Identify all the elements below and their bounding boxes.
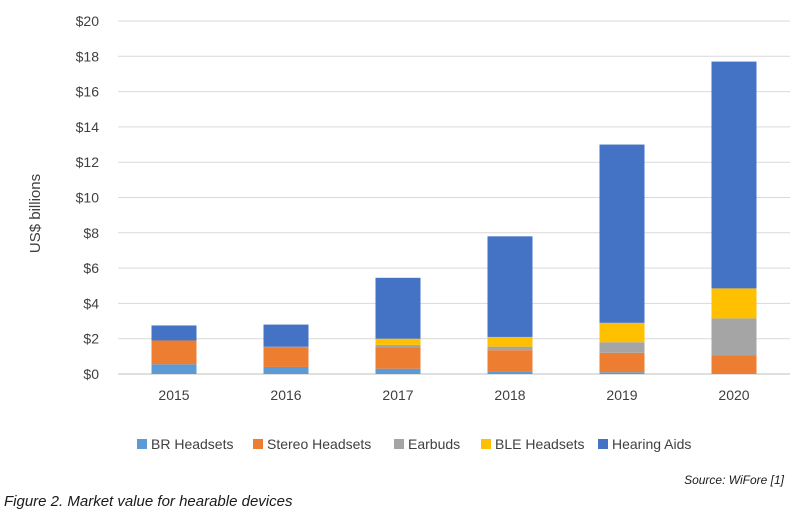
x-tick-label: 2020 <box>718 387 749 403</box>
bar-segment <box>375 347 421 369</box>
bar-segment <box>711 373 757 374</box>
legend-swatch <box>394 439 404 449</box>
bar-segment <box>263 347 309 367</box>
bar-segment <box>487 236 533 337</box>
gridlines <box>118 20 790 375</box>
bar-segment <box>151 364 197 374</box>
y-axis-title: US$ billions <box>27 174 44 253</box>
y-tick-label: $14 <box>76 119 100 135</box>
x-tick-label: 2016 <box>270 387 301 403</box>
y-tick-label: $12 <box>76 154 100 170</box>
bar-segment <box>711 355 757 374</box>
bar-segment <box>711 318 757 356</box>
legend-label: BR Headsets <box>151 436 233 452</box>
x-tick-label: 2015 <box>158 387 189 403</box>
x-axis-ticks: 2015 2016 2017 2018 2019 2020 <box>158 387 749 403</box>
bar-segment <box>487 346 533 351</box>
y-tick-label: $18 <box>76 48 100 64</box>
y-axis-ticks: $0 $2 $4 $6 $8 $10 $12 $14 $16 $18 $20 <box>76 13 100 382</box>
bar-segment <box>711 61 757 289</box>
legend-label: Earbuds <box>408 436 460 452</box>
legend-label: Stereo Headsets <box>267 436 371 452</box>
legend-label: Hearing Aids <box>612 436 691 452</box>
y-tick-label: $2 <box>83 331 99 347</box>
figure-caption: Figure 2. Market value for hearable devi… <box>4 493 293 510</box>
legend-swatch <box>481 439 491 449</box>
source-note: Source: WiFore [1] <box>684 473 784 487</box>
y-tick-label: $10 <box>76 190 100 206</box>
legend-swatch <box>137 439 147 449</box>
x-tick-label: 2019 <box>606 387 637 403</box>
bar-segment <box>375 344 421 348</box>
bar-segment <box>599 322 645 343</box>
y-tick-label: $16 <box>76 84 100 100</box>
bar-segment <box>375 368 421 374</box>
legend-label: BLE Headsets <box>495 436 585 452</box>
legend-swatch <box>598 439 608 449</box>
stacked-bar-chart: $0$2$4$6$8$10$12$14$16$18$20 2015 2016 201… <box>27 13 790 452</box>
bar-segment <box>151 340 197 365</box>
bars <box>151 61 757 374</box>
x-tick-label: 2017 <box>382 387 413 403</box>
bar-segment <box>599 342 645 353</box>
bar-segment <box>263 366 309 374</box>
y-tick-label: $20 <box>76 13 100 29</box>
y-tick-label: $8 <box>83 225 99 241</box>
bar-segment <box>711 288 757 319</box>
bar-segment <box>375 277 421 339</box>
bar-segment <box>599 352 645 373</box>
y-tick-label: $0 <box>83 366 99 382</box>
bar-segment <box>487 371 533 374</box>
bar-segment <box>263 324 309 347</box>
bar-segment <box>151 325 197 341</box>
legend-swatch <box>253 439 263 449</box>
bar-segment <box>487 350 533 372</box>
y-tick-label: $6 <box>83 260 99 276</box>
legend: BR Headsets Stereo Headsets Earbuds BLE Hea… <box>137 436 691 452</box>
bar-segment <box>487 336 533 347</box>
bar-segment <box>599 144 645 323</box>
bar-segment <box>263 346 309 348</box>
bar-segment <box>599 372 645 374</box>
bar-segment <box>375 338 421 345</box>
y-tick-label: $4 <box>83 295 99 311</box>
x-tick-label: 2018 <box>494 387 525 403</box>
